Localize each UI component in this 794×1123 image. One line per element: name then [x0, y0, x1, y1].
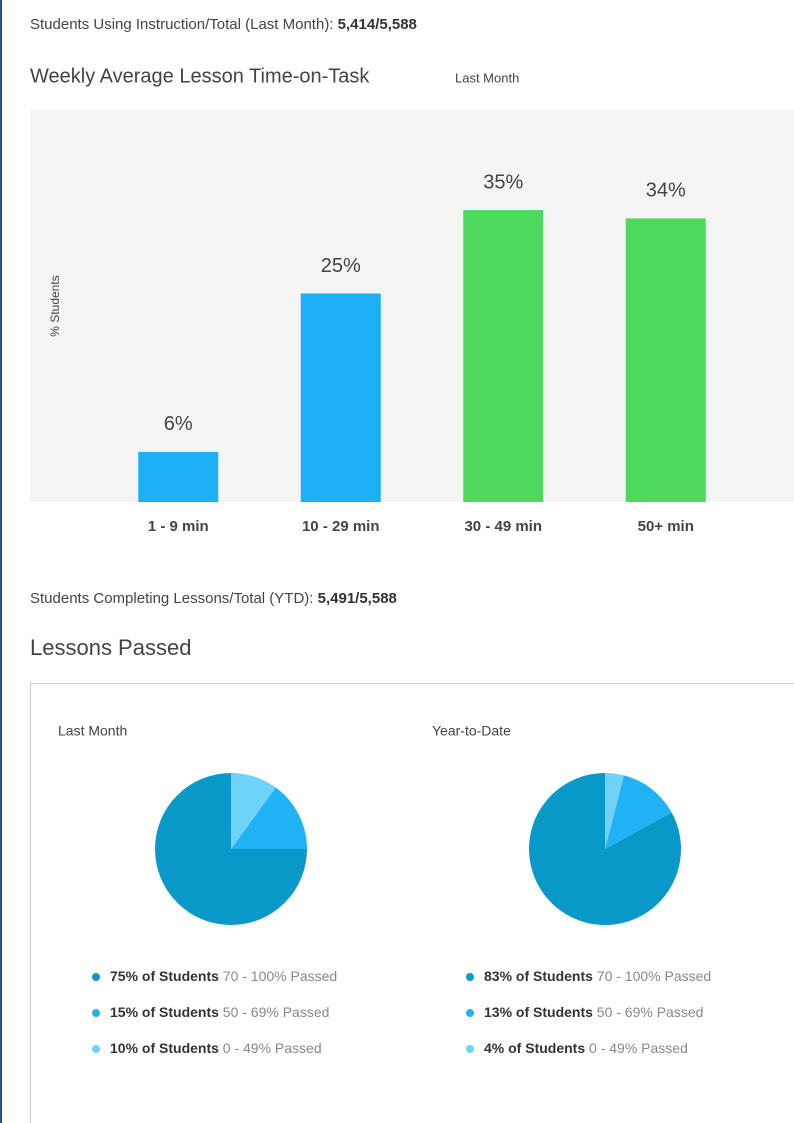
usage-label: Students Using Instruction/Total (Last M… — [30, 16, 333, 33]
legend-entry: 15% of Students 50 - 69% Passed — [110, 1004, 329, 1020]
pie-slice — [231, 773, 276, 849]
legend-value: 75% of Students — [110, 968, 219, 984]
legend-category: 0 - 49% Passed — [223, 1040, 322, 1056]
section-title: Lessons Passed — [30, 635, 191, 660]
legend-value: 13% of Students — [484, 1004, 593, 1020]
legend-category: 50 - 69% Passed — [597, 1004, 704, 1020]
value-label: 35% — [483, 171, 523, 193]
legend-category: 0 - 49% Passed — [589, 1040, 688, 1056]
legend-dot — [92, 973, 100, 981]
x-tick-label: 10 - 29 min — [302, 518, 380, 535]
legend-dot — [92, 1045, 100, 1053]
completion-label: Students Completing Lessons/Total (YTD): — [30, 590, 313, 607]
legend-dot — [92, 1009, 100, 1017]
bar-subtitle: Last Month — [455, 70, 519, 85]
x-tick-label: 1 - 9 min — [148, 518, 209, 535]
legend-entry: 75% of Students 70 - 100% Passed — [110, 968, 337, 984]
value-label: 25% — [321, 255, 361, 277]
bar — [300, 293, 381, 502]
x-tick-label: 30 - 49 min — [464, 518, 542, 535]
bar — [463, 210, 544, 502]
usage-line: Students Using Instruction/Total (Last M… — [30, 16, 417, 33]
pie-slice — [605, 775, 672, 849]
bar — [625, 218, 706, 502]
legend-entry: 13% of Students 50 - 69% Passed — [484, 1004, 703, 1020]
legend-dot — [466, 1045, 474, 1053]
value-label: 6% — [164, 413, 193, 435]
x-tick-label: 50+ min — [638, 518, 694, 535]
legend-entry: 4% of Students 0 - 49% Passed — [484, 1040, 688, 1056]
legend-value: 10% of Students — [110, 1040, 219, 1056]
value-label: 34% — [646, 180, 686, 202]
completion-line: Students Completing Lessons/Total (YTD):… — [30, 590, 397, 607]
y-axis-label: % Students — [48, 275, 62, 336]
legend-dot — [466, 1009, 474, 1017]
legend-value: 15% of Students — [110, 1004, 219, 1020]
legend-value: 83% of Students — [484, 968, 593, 984]
legend-dot — [466, 973, 474, 981]
left-border — [0, 0, 2, 1123]
pie-slice — [231, 787, 307, 849]
completion-value: 5,491/5,588 — [318, 590, 397, 607]
legend-entry: 83% of Students 70 - 100% Passed — [484, 968, 711, 984]
pie-title: Last Month — [58, 723, 127, 739]
usage-value: 5,414/5,588 — [338, 16, 417, 33]
legend-value: 4% of Students — [484, 1040, 585, 1056]
bar — [138, 451, 219, 502]
pie-title: Year-to-Date — [432, 723, 511, 739]
pie-panel — [30, 683, 794, 1123]
legend-category: 70 - 100% Passed — [597, 968, 711, 984]
legend-entry: 10% of Students 0 - 49% Passed — [110, 1040, 322, 1056]
legend-category: 70 - 100% Passed — [223, 968, 337, 984]
legend-category: 50 - 69% Passed — [223, 1004, 330, 1020]
bar-title: Weekly Average Lesson Time-on-Task — [30, 65, 370, 87]
pie-slice — [605, 773, 624, 849]
